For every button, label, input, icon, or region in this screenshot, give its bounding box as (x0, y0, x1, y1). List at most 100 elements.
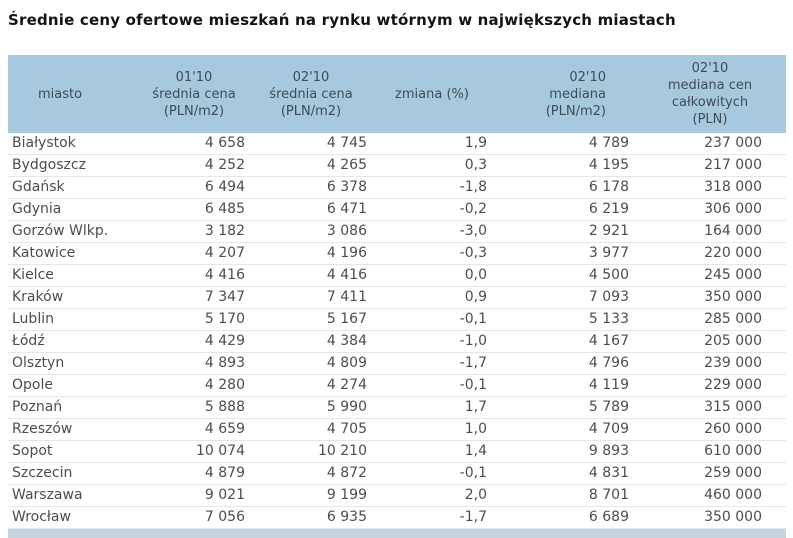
cell-srednia-0210: 4 274 (250, 374, 372, 397)
cell-mediana-calk-0210: 205 000 (634, 330, 786, 353)
cell-mediana-calk-0210: 229 000 (634, 374, 786, 397)
cell-srednia-0210: 4 265 (250, 154, 372, 177)
column-header-line: (PLN) (692, 112, 728, 127)
table-row: Sopot 10 074 10 210 1,4 9 893 610 000 (8, 440, 786, 463)
cell-srednia-0110: 5 170 (138, 308, 250, 331)
cell-mediana-calk-0210: 220 000 (634, 242, 786, 265)
cell-srednia-0110: 10 074 (138, 440, 250, 463)
cell-zmiana: 0,3 (372, 154, 492, 177)
cell-srednia-0210: 4 809 (250, 352, 372, 375)
cell-srednia-0210: 9 199 (250, 484, 372, 507)
cell-zmiana: -1,7 (372, 352, 492, 375)
cell-zmiana: -1,0 (372, 330, 492, 353)
cell-mediana-calk-0210: 350 000 (634, 506, 786, 529)
table-row: Katowice 4 207 4 196 -0,3 3 977 220 000 (8, 242, 786, 265)
cell-miasto: Białystok (8, 133, 138, 155)
cell-mediana-calk-0210: 350 000 (634, 286, 786, 309)
column-header-line: 02'10 (292, 69, 330, 85)
cell-zmiana: -0,1 (372, 308, 492, 331)
column-header-line: zmiana (%) (395, 86, 469, 102)
cell-mediana-0210: 4 195 (492, 154, 634, 177)
table-row: Kielce 4 416 4 416 0,0 4 500 245 000 (8, 264, 786, 287)
cell-zmiana: -0,1 (372, 374, 492, 397)
cell-miasto: Lublin (8, 308, 138, 331)
cell-srednia-0210: 4 384 (250, 330, 372, 353)
cell-mediana-0210: 3 977 (492, 242, 634, 265)
table-row: Wrocław 7 056 6 935 -1,7 6 689 350 000 (8, 506, 786, 529)
table-row: Łódź 4 429 4 384 -1,0 4 167 205 000 (8, 330, 786, 353)
cell-mediana-0210: 4 119 (492, 374, 634, 397)
table-row: Warszawa 9 021 9 199 2,0 8 701 460 000 (8, 484, 786, 507)
cell-srednia-0110: 3 182 (138, 220, 250, 243)
cell-mediana-calk-0210: 315 000 (634, 396, 786, 419)
cell-srednia-0110: 4 429 (138, 330, 250, 353)
cell-mediana-calk-0210: 217 000 (634, 154, 786, 177)
table-header: miasto 01'10 średnia cena (PLN/m2) 02'10 śred… (8, 55, 786, 133)
column-header-line: średnia cena (269, 86, 353, 102)
cell-miasto: Gdynia (8, 198, 138, 221)
table-header-row: miasto 01'10 średnia cena (PLN/m2) 02'10 śred… (8, 55, 786, 133)
cell-mediana-0210: 8 701 (492, 484, 634, 507)
cell-srednia-0110: 6 494 (138, 176, 250, 199)
table-row: Gdańsk 6 494 6 378 -1,8 6 178 318 000 (8, 176, 786, 199)
table-row: Lublin 5 170 5 167 -0,1 5 133 285 000 (8, 308, 786, 331)
cell-srednia-0110: 4 659 (138, 418, 250, 441)
cell-miasto: Poznań (8, 396, 138, 419)
column-header-line: mediana (549, 86, 606, 102)
cell-mediana-calk-0210: 239 000 (634, 352, 786, 375)
cell-miasto: Rzeszów (8, 418, 138, 441)
cell-mediana-0210: 4 709 (492, 418, 634, 441)
cell-mediana-calk-0210: 460 000 (634, 484, 786, 507)
column-header-line: 02'10 (569, 69, 606, 85)
cell-mediana-calk-0210: 164 000 (634, 220, 786, 243)
cell-srednia-0110: 7 056 (138, 506, 250, 529)
cell-srednia-0210: 6 935 (250, 506, 372, 529)
column-header-line: 02'10 (691, 61, 729, 76)
cell-mediana-calk-0210: 245 000 (634, 264, 786, 287)
cell-srednia-0210: 4 705 (250, 418, 372, 441)
cell-mediana-0210: 6 178 (492, 176, 634, 199)
cell-zmiana: 2,0 (372, 484, 492, 507)
cell-zmiana: -0,3 (372, 242, 492, 265)
cell-srednia-0210: 4 745 (250, 133, 372, 155)
cell-zmiana: -0,2 (372, 198, 492, 221)
table-row: Poznań 5 888 5 990 1,7 5 789 315 000 (8, 396, 786, 419)
column-header-mediana-calk-0210: 02'10 mediana cen całkowitych (PLN) (634, 55, 786, 133)
cell-zmiana: 1,7 (372, 396, 492, 419)
cell-srednia-0210: 6 378 (250, 176, 372, 199)
cell-mediana-0210: 6 689 (492, 506, 634, 529)
cell-zmiana: -3,0 (372, 220, 492, 243)
cell-srednia-0110: 4 207 (138, 242, 250, 265)
cell-mediana-0210: 4 831 (492, 462, 634, 485)
cell-srednia-0110: 9 021 (138, 484, 250, 507)
cell-mediana-0210: 7 093 (492, 286, 634, 309)
cell-srednia-0210: 4 872 (250, 462, 372, 485)
cell-miasto: Kraków (8, 286, 138, 309)
column-header-srednia-0210: 02'10 średnia cena (PLN/m2) (250, 55, 372, 133)
cell-srednia-0210: 4 416 (250, 264, 372, 287)
cell-mediana-calk-0210: 260 000 (634, 418, 786, 441)
page-title: Średnie ceny ofertowe mieszkań na rynku … (8, 11, 676, 29)
column-header-miasto: miasto (8, 55, 138, 133)
cell-srednia-0210: 4 196 (250, 242, 372, 265)
cell-mediana-calk-0210: 285 000 (634, 308, 786, 331)
cell-mediana-calk-0210: 237 000 (634, 133, 786, 155)
column-header-line: (PLN/m2) (545, 103, 606, 119)
column-header-srednia-0110: 01'10 średnia cena (PLN/m2) (138, 55, 250, 133)
cell-miasto: Szczecin (8, 462, 138, 485)
column-header-line: średnia cena (152, 86, 236, 102)
cell-mediana-calk-0210: 259 000 (634, 462, 786, 485)
cell-zmiana: -1,8 (372, 176, 492, 199)
table-footer-bar (8, 529, 786, 538)
cell-miasto: Warszawa (8, 484, 138, 507)
cell-mediana-0210: 4 500 (492, 264, 634, 287)
column-header-line: całkowitych (671, 95, 749, 110)
cell-mediana-0210: 5 133 (492, 308, 634, 331)
cell-srednia-0110: 6 485 (138, 198, 250, 221)
cell-zmiana: 1,9 (372, 133, 492, 155)
cell-srednia-0210: 3 086 (250, 220, 372, 243)
cell-miasto: Łódź (8, 330, 138, 353)
table-row: Rzeszów 4 659 4 705 1,0 4 709 260 000 (8, 418, 786, 441)
cell-mediana-calk-0210: 306 000 (634, 198, 786, 221)
